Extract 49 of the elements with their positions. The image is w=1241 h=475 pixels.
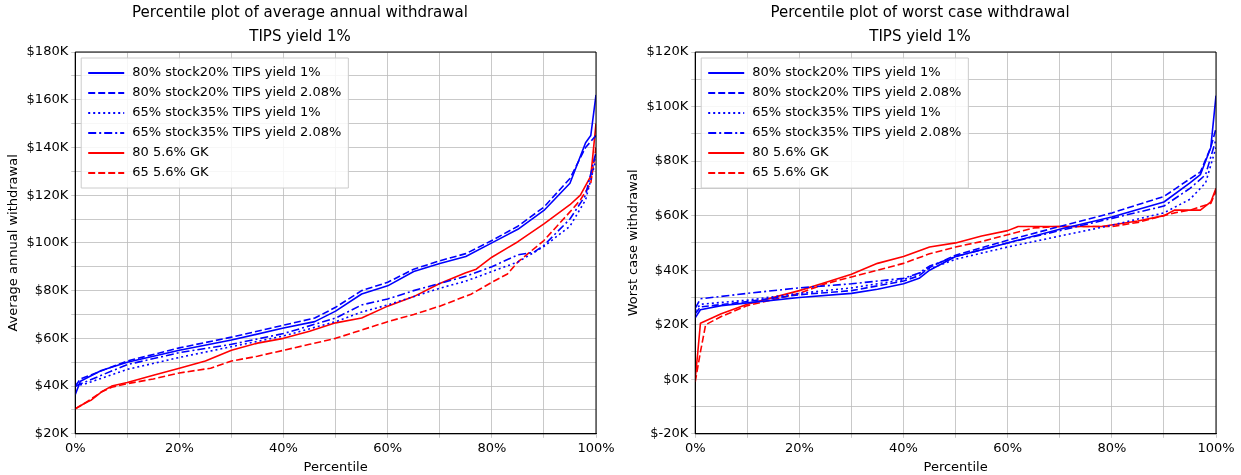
x-tick-label: 40% (889, 439, 918, 455)
x-tick-label: 100% (1197, 439, 1235, 455)
legend-label: 80% stock20% TIPS yield 1% (752, 64, 941, 80)
y-tick-label: $60K (654, 207, 689, 222)
y-tick-label: $80K (654, 152, 689, 168)
legend-label: 80 5.6% GK (132, 144, 210, 160)
x-tick-label: 0% (64, 439, 86, 455)
y-tick-label: $120K (26, 186, 69, 202)
y-tick-label: $100K (26, 234, 69, 250)
y-tick-label: $140K (26, 138, 69, 154)
y-tick-label: $0K (663, 370, 689, 386)
y-tick-label: $120K (646, 43, 689, 59)
y-tick-label: $100K (646, 97, 689, 113)
legend-label: 80% stock20% TIPS yield 2.08% (752, 84, 962, 100)
y-tick-label: $40K (654, 261, 689, 277)
legend-label: 80% stock20% TIPS yield 2.08% (132, 84, 342, 100)
y-tick-label: $60K (34, 329, 69, 345)
x-axis-title: Percentile (923, 458, 988, 474)
legend-label: 65% stock35% TIPS yield 2.08% (132, 124, 342, 140)
y-axis-title: Average annual withdrawal (5, 154, 21, 332)
y-tick-label: $160K (26, 91, 69, 107)
y-axis-title: Worst case withdrawal (625, 169, 641, 317)
y-tick-label: $20K (34, 425, 69, 441)
legend-label: 65% stock35% TIPS yield 1% (752, 104, 941, 120)
legend-label: 80% stock20% TIPS yield 1% (132, 64, 321, 80)
x-tick-label: 0% (684, 439, 706, 455)
x-tick-label: 80% (477, 439, 507, 455)
y-tick-label: $180K (26, 43, 69, 59)
x-tick-label: 60% (993, 439, 1023, 455)
legend-label: 80 5.6% GK (752, 144, 830, 160)
x-tick-label: 60% (373, 439, 403, 455)
y-tick-label: $40K (34, 377, 69, 393)
y-tick-label: $-20K (650, 425, 689, 441)
chart-subtitle: TIPS yield 1% (868, 26, 971, 45)
chart-title: Percentile plot of worst case withdrawal (770, 2, 1070, 21)
y-tick-label: $20K (654, 316, 689, 332)
legend-label: 65 5.6% GK (752, 164, 830, 180)
legend-label: 65 5.6% GK (132, 164, 210, 180)
legend-label: 65% stock35% TIPS yield 2.08% (752, 124, 962, 140)
x-tick-label: 80% (1097, 439, 1127, 455)
y-tick-label: $80K (34, 282, 69, 297)
x-tick-label: 20% (164, 439, 194, 455)
chart-subtitle: TIPS yield 1% (248, 26, 351, 45)
x-tick-label: 40% (269, 439, 298, 455)
x-axis-title: Percentile (303, 458, 368, 474)
chart-title: Percentile plot of average annual withdrawal (132, 2, 468, 21)
x-tick-label: 20% (784, 439, 814, 455)
x-tick-label: 100% (577, 439, 615, 455)
legend-label: 65% stock35% TIPS yield 1% (132, 104, 321, 120)
